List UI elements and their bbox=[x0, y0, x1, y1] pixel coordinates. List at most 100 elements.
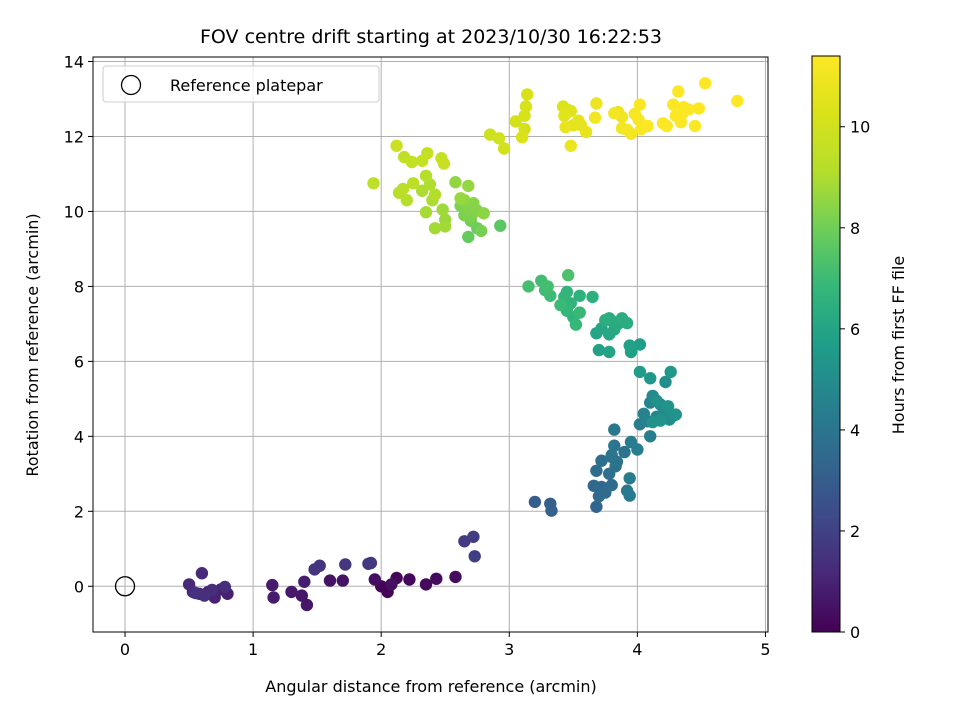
data-point bbox=[623, 489, 636, 502]
data-point bbox=[731, 94, 744, 108]
data-point bbox=[573, 289, 586, 302]
data-point bbox=[509, 115, 522, 128]
data-point bbox=[419, 578, 433, 591]
data-point bbox=[462, 179, 475, 193]
data-point bbox=[632, 113, 645, 126]
grid-lines bbox=[93, 57, 768, 632]
plot-area-frame bbox=[92, 56, 769, 633]
colorbar: 0 2 4 6 8 10 Hours from first FF file bbox=[811, 55, 908, 642]
y-tick-label: 0 bbox=[74, 577, 84, 596]
data-point bbox=[285, 585, 298, 599]
x-tick-label: 2 bbox=[376, 640, 386, 659]
x-tick-label: 5 bbox=[760, 640, 770, 659]
data-point bbox=[608, 107, 621, 120]
data-point bbox=[454, 192, 467, 205]
data-point bbox=[590, 500, 603, 513]
data-point bbox=[592, 343, 606, 357]
data-point bbox=[562, 269, 575, 282]
x-tick-label: 3 bbox=[504, 640, 514, 659]
data-point bbox=[449, 176, 462, 189]
data-point bbox=[664, 365, 677, 379]
data-point bbox=[189, 586, 202, 600]
data-point bbox=[182, 578, 196, 591]
data-point bbox=[545, 504, 558, 517]
colorbar-tick-label: 6 bbox=[850, 320, 860, 339]
y-tick-label: 6 bbox=[74, 352, 84, 371]
data-point bbox=[195, 567, 209, 580]
y-tick-label: 2 bbox=[74, 502, 84, 521]
x-tick-label: 0 bbox=[120, 640, 130, 659]
data-point bbox=[266, 578, 279, 592]
colorbar-tick-label: 0 bbox=[850, 623, 860, 642]
data-point bbox=[644, 372, 657, 385]
colorbar-ticks: 0 2 4 6 8 10 bbox=[840, 118, 870, 642]
data-point bbox=[661, 400, 675, 413]
data-point bbox=[298, 575, 311, 588]
x-axis-ticks: 0 1 2 3 4 5 bbox=[120, 632, 771, 659]
y-tick-label: 4 bbox=[74, 427, 84, 446]
data-point bbox=[682, 103, 695, 116]
colorbar-tick-label: 4 bbox=[850, 421, 860, 440]
data-point bbox=[654, 414, 667, 427]
data-point bbox=[519, 100, 533, 113]
data-point bbox=[474, 224, 488, 238]
data-point bbox=[313, 559, 326, 572]
data-point bbox=[692, 102, 705, 115]
y-tick-label: 12 bbox=[64, 127, 84, 146]
data-point bbox=[497, 142, 511, 155]
data-point bbox=[518, 109, 531, 123]
data-point bbox=[494, 219, 507, 232]
data-point bbox=[385, 578, 398, 591]
data-point bbox=[633, 98, 647, 111]
data-point bbox=[528, 495, 542, 509]
data-point bbox=[300, 598, 314, 612]
data-point bbox=[336, 574, 349, 587]
data-point bbox=[641, 119, 654, 133]
data-point bbox=[541, 280, 554, 293]
data-point bbox=[339, 558, 352, 571]
colorbar-tick-label: 2 bbox=[850, 522, 860, 541]
data-point bbox=[588, 111, 602, 124]
data-point bbox=[615, 312, 629, 325]
data-point bbox=[400, 194, 413, 207]
data-point bbox=[396, 182, 410, 196]
data-point bbox=[624, 127, 638, 140]
data-point bbox=[323, 574, 337, 587]
colorbar-gradient bbox=[811, 55, 841, 633]
data-point bbox=[428, 188, 442, 201]
data-point bbox=[558, 109, 571, 123]
data-point bbox=[667, 98, 680, 111]
data-point bbox=[644, 430, 657, 443]
colorbar-tick-label: 10 bbox=[850, 118, 870, 137]
data-point bbox=[669, 408, 682, 421]
data-point bbox=[419, 169, 433, 182]
data-point bbox=[608, 423, 621, 436]
data-point bbox=[449, 570, 462, 584]
reference-point-marker bbox=[114, 576, 136, 597]
data-point bbox=[637, 407, 650, 420]
data-point bbox=[367, 177, 380, 190]
data-point bbox=[554, 298, 567, 312]
data-point bbox=[595, 454, 608, 467]
data-point bbox=[436, 203, 449, 216]
data-point bbox=[659, 375, 672, 389]
data-point bbox=[603, 345, 616, 359]
data-point bbox=[633, 365, 647, 379]
data-point bbox=[590, 97, 603, 110]
data-point bbox=[515, 131, 529, 144]
data-point bbox=[590, 464, 603, 477]
y-axis-ticks: 0 2 4 6 8 10 12 14 bbox=[64, 52, 93, 596]
legend: Reference platepar bbox=[102, 65, 380, 103]
data-point bbox=[467, 530, 480, 543]
data-point bbox=[428, 222, 442, 235]
data-point bbox=[605, 448, 618, 462]
y-tick-label: 8 bbox=[74, 277, 84, 296]
data-point bbox=[407, 177, 420, 190]
data-point bbox=[672, 85, 685, 98]
x-axis-label: Angular distance from reference (arcmin) bbox=[265, 677, 596, 696]
data-point bbox=[468, 550, 481, 563]
data-point bbox=[405, 155, 419, 169]
legend-box bbox=[102, 65, 380, 103]
